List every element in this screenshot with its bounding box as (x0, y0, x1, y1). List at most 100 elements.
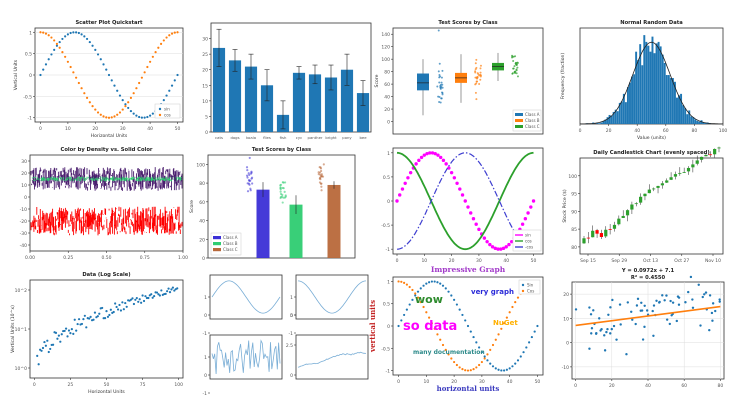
legend-box (518, 279, 541, 295)
x-tick-label: 0 (579, 128, 582, 134)
legend-box (154, 103, 181, 119)
point-cos (102, 115, 105, 118)
jitter-point (475, 82, 478, 85)
score-point (281, 186, 284, 190)
x-tick-label: 40 (507, 379, 513, 385)
data-point (155, 291, 159, 294)
legend-swatch (515, 113, 523, 116)
point-Sin (411, 298, 414, 301)
point-cos (105, 116, 108, 119)
data-point (147, 296, 150, 300)
x-tick-label: 50 (531, 258, 537, 264)
line--cos (396, 152, 534, 250)
legend-swatch (515, 125, 523, 128)
point-Cos (453, 360, 456, 364)
y-tick-label: 20 (202, 68, 208, 74)
point-sin (105, 68, 108, 71)
x-axis-label: Horizontal Units (88, 389, 125, 395)
point-sin (138, 115, 141, 119)
point-sin (143, 116, 146, 119)
x-tick-label: 40 (503, 258, 509, 264)
annotation-text: wow (415, 293, 443, 306)
candle-body (591, 230, 595, 238)
point-Sin (491, 365, 495, 368)
x-tick-label: 0.25 (63, 255, 73, 261)
point-sin (501, 246, 506, 251)
point-sin (121, 99, 124, 102)
data-point (641, 338, 645, 341)
point-sin (490, 245, 495, 249)
histogram-bar (645, 41, 648, 124)
jitter-point (475, 98, 478, 101)
point-Sin (439, 282, 442, 285)
data-point (121, 301, 124, 304)
data-point (171, 286, 174, 289)
score-point (249, 172, 253, 175)
point-Cos (503, 322, 506, 325)
legend-label: Sin (527, 283, 534, 288)
point-Cos (486, 353, 489, 356)
jitter-point (438, 81, 441, 84)
y-tick-label: 80 (199, 181, 205, 187)
point-sin (460, 193, 465, 197)
y-tick-label: 60 (199, 200, 205, 206)
candle-body (643, 193, 647, 197)
point-sin (69, 31, 72, 35)
category-label: dogs (230, 135, 239, 140)
chart-title: Daily Candlestick Chart (evenly spaced) (593, 150, 710, 156)
y-axis-label: Vertical Units (10^x) (10, 305, 16, 353)
point-Sin (430, 280, 433, 283)
y-tick-label: 10^0 (15, 366, 27, 372)
score-point (320, 185, 323, 188)
data-point (590, 327, 594, 330)
histogram-bar (661, 54, 664, 124)
x-tick-label: 10 (65, 126, 71, 132)
data-point (677, 303, 681, 306)
y-tick-label: 0 (202, 256, 205, 262)
point-Sin (472, 335, 475, 339)
chart-title: Y = 0.0972x + 7.1 (621, 268, 675, 274)
histogram-bar (682, 105, 685, 124)
x-tick-label: 80 (718, 383, 724, 389)
data-point (77, 318, 81, 321)
data-point (70, 328, 73, 331)
subplot-cosine: -1 0 1 (289, 274, 369, 337)
y-tick-label: 1 (29, 30, 32, 36)
point-cos (110, 116, 113, 119)
data-point (101, 306, 104, 310)
data-point (671, 301, 675, 304)
y-tick-label: -20 (20, 219, 27, 225)
chart-title: Color by Density vs. Solid Color (61, 147, 153, 153)
jitter-point (475, 58, 478, 61)
x-tick-label: 40 (645, 383, 651, 389)
point-sin (422, 153, 427, 157)
legend-label: cos (164, 113, 171, 118)
y-tick-label: -0.5 (23, 94, 32, 100)
jitter-point (479, 78, 482, 81)
chart-class-scores: Test Scores by Class Score 0 20 40 60 80 100 Cla… (189, 147, 356, 262)
point-sin (452, 176, 457, 180)
data-point (609, 306, 612, 309)
data-point (670, 314, 673, 317)
y-tick-label: 0 (204, 313, 207, 319)
data-point (36, 354, 39, 357)
data-point (118, 303, 121, 307)
point-Sin (522, 351, 525, 354)
point-sin (408, 170, 413, 175)
histogram-bar (659, 46, 662, 124)
y-tick-label: -10 (20, 207, 27, 213)
point-cos (75, 76, 78, 79)
jitter-point (516, 66, 519, 69)
data-point (615, 338, 618, 341)
jitter-point (512, 60, 515, 63)
histogram-bar (608, 114, 611, 124)
candle-body (673, 174, 678, 177)
point-Sin (453, 298, 456, 301)
point-sin (449, 170, 454, 175)
point-Cos (400, 280, 403, 283)
subplot-line (297, 351, 367, 368)
point-sin (466, 205, 470, 209)
legend-label: Class A (525, 112, 540, 117)
score-point (317, 171, 320, 174)
